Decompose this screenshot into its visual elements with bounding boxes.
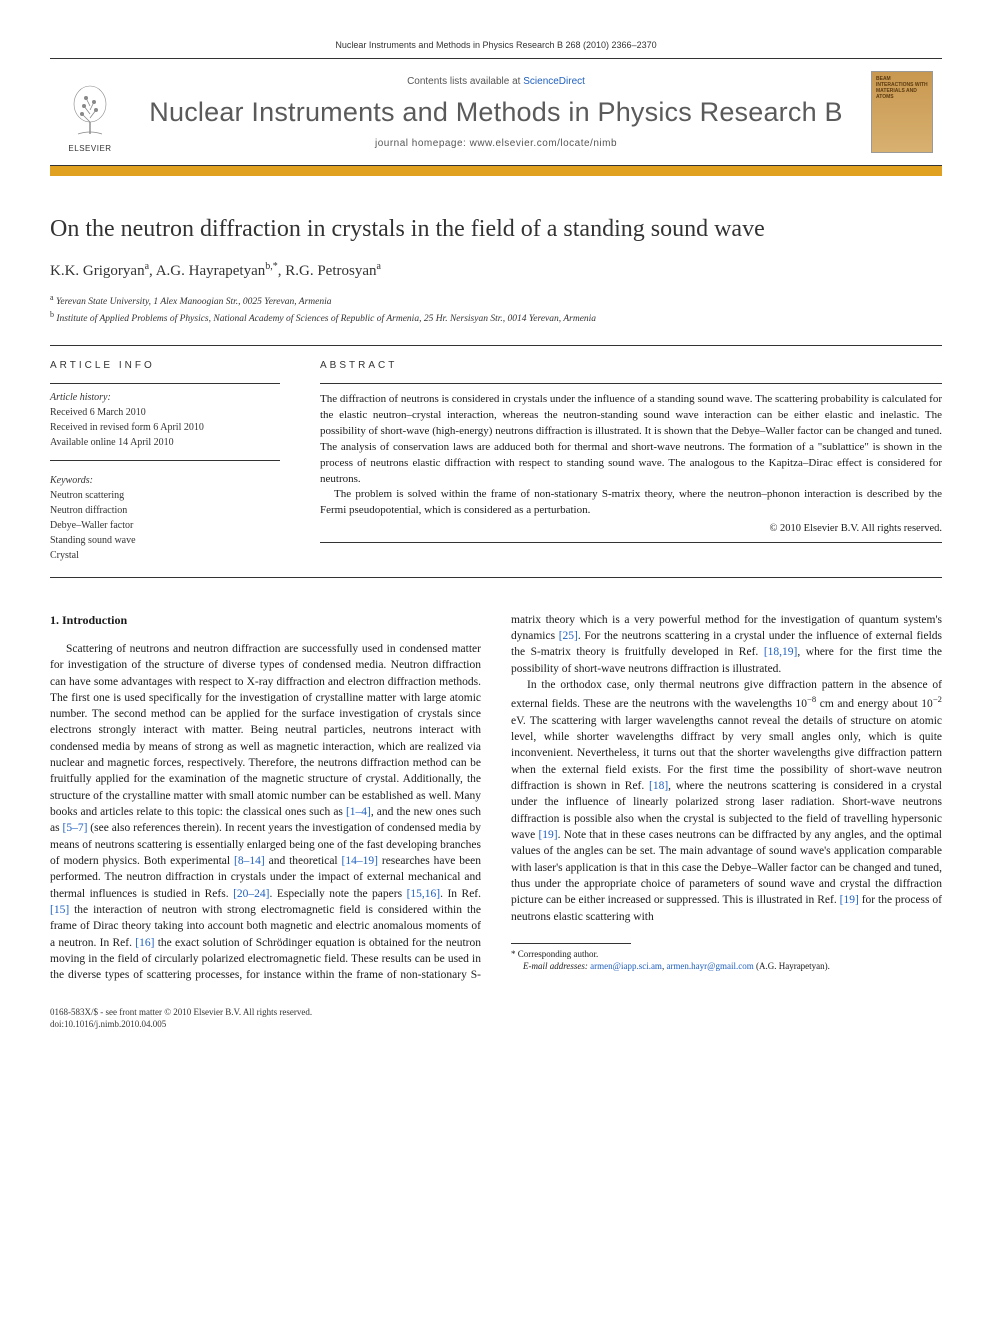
masthead-center: Contents lists available at ScienceDirec… [130,67,862,157]
cover-thumb-block: BEAM INTERACTIONS WITH MATERIALS AND ATO… [862,67,942,157]
article-title: On the neutron diffraction in crystals i… [50,216,942,243]
abstract-heading: ABSTRACT [320,360,942,371]
affil-text: Yerevan State University, 1 Alex Manoogi… [56,297,332,307]
ref-link[interactable]: [19] [538,829,557,841]
abstract-copyright: © 2010 Elsevier B.V. All rights reserved… [320,523,942,534]
corr-marker: * [511,949,516,959]
journal-cover-thumb: BEAM INTERACTIONS WITH MATERIALS AND ATO… [871,71,933,153]
journal-homepage: journal homepage: www.elsevier.com/locat… [375,138,617,149]
affil-marker: b [50,310,54,319]
abstract-text: The diffraction of neutrons is considere… [320,392,942,520]
history-received: Received 6 March 2010 [50,405,280,420]
keyword: Neutron scattering [50,488,280,503]
publisher-name: ELSEVIER [68,144,111,153]
abstract-block: ABSTRACT The diffraction of neutrons is … [320,360,942,563]
affiliation-a: a Yerevan State University, 1 Alex Manoo… [50,292,942,309]
affil-text: Institute of Applied Problems of Physics… [56,315,596,325]
ref-link[interactable]: [14–19] [342,855,378,867]
footnote-rule [511,943,631,944]
article-info: ARTICLE INFO Article history: Received 6… [50,360,280,563]
ref-link[interactable]: [19] [840,894,859,906]
ref-link[interactable]: [16] [135,937,154,949]
email-label: E-mail addresses: [523,961,588,971]
contents-prefix: Contents lists available at [407,76,523,87]
doi-line: doi:10.1016/j.nimb.2010.04.005 [50,1018,942,1031]
history-label: Article history: [50,392,280,403]
front-matter-line: 0168-583X/$ - see front matter © 2010 El… [50,1006,942,1019]
body-text: 1. Introduction Scattering of neutrons a… [50,612,942,984]
keyword: Neutron diffraction [50,503,280,518]
author-list: K.K. Grigoryana, A.G. Hayrapetyanb,*, R.… [50,261,942,280]
accent-rule [50,166,942,176]
elsevier-tree-icon [60,82,120,142]
email-link[interactable]: armen.hayr@gmail.com [666,961,753,971]
text-run: and theoretical [265,855,342,867]
ref-link[interactable]: [1–4] [346,806,371,818]
ref-link[interactable]: [18] [649,780,668,792]
ref-link[interactable]: [5–7] [62,822,87,834]
corr-label: Corresponding author. [518,949,599,959]
running-head: Nuclear Instruments and Methods in Physi… [50,40,942,50]
keywords-rule [50,460,280,461]
masthead: ELSEVIER Contents lists available at Sci… [50,59,942,166]
affil-marker: a [50,293,54,302]
ref-link[interactable]: [25] [559,630,578,642]
info-rule [50,383,280,384]
abstract-p2: The problem is solved within the frame o… [320,487,942,519]
ref-link[interactable]: [8–14] [234,855,265,867]
footnote-block: * Corresponding author. E-mail addresses… [511,943,942,973]
section-number: 1. [50,613,59,627]
text-run: cm and energy about 10 [816,698,933,710]
keywords-label: Keywords: [50,475,280,486]
affiliations: a Yerevan State University, 1 Alex Manoo… [50,292,942,327]
email-link[interactable]: armen@iapp.sci.am [590,961,662,971]
ref-link[interactable]: [15] [50,904,69,916]
page-footer: 0168-583X/$ - see front matter © 2010 El… [50,1006,942,1031]
text-run: Scattering of neutrons and neutron diffr… [50,643,481,818]
corresponding-author-note: * Corresponding author. [511,948,942,961]
publisher-block: ELSEVIER [50,67,130,157]
keyword: Standing sound wave [50,533,280,548]
ref-link[interactable]: [18,19] [764,646,798,658]
keyword: Crystal [50,548,280,563]
meta-top-rule [50,345,942,346]
ref-link[interactable]: [15,16] [407,888,441,900]
abstract-bottom-rule [320,542,942,543]
section-title: Introduction [62,613,127,627]
exponent: −2 [933,694,942,704]
affiliation-b: b Institute of Applied Problems of Physi… [50,309,942,326]
text-run: . In Ref. [440,888,481,900]
article-info-heading: ARTICLE INFO [50,360,280,371]
history-revised: Received in revised form 6 April 2010 [50,420,280,435]
exponent: −8 [807,694,816,704]
abstract-rule [320,383,942,384]
history-online: Available online 14 April 2010 [50,435,280,450]
body-paragraph: In the orthodox case, only thermal neutr… [511,677,942,925]
sciencedirect-link[interactable]: ScienceDirect [523,76,585,87]
keyword: Debye–Waller factor [50,518,280,533]
journal-title: Nuclear Instruments and Methods in Physi… [149,97,842,128]
abstract-p1: The diffraction of neutrons is considere… [320,392,942,488]
ref-link[interactable]: [20–24] [233,888,269,900]
meta-bottom-rule [50,577,942,578]
contents-available-line: Contents lists available at ScienceDirec… [407,76,585,87]
meta-block: ARTICLE INFO Article history: Received 6… [50,360,942,563]
text-run: . Especially note the papers [270,888,407,900]
email-footnote: E-mail addresses: armen@iapp.sci.am, arm… [511,960,942,973]
email-author: (A.G. Hayrapetyan). [754,961,830,971]
section-heading: 1. Introduction [50,612,481,629]
